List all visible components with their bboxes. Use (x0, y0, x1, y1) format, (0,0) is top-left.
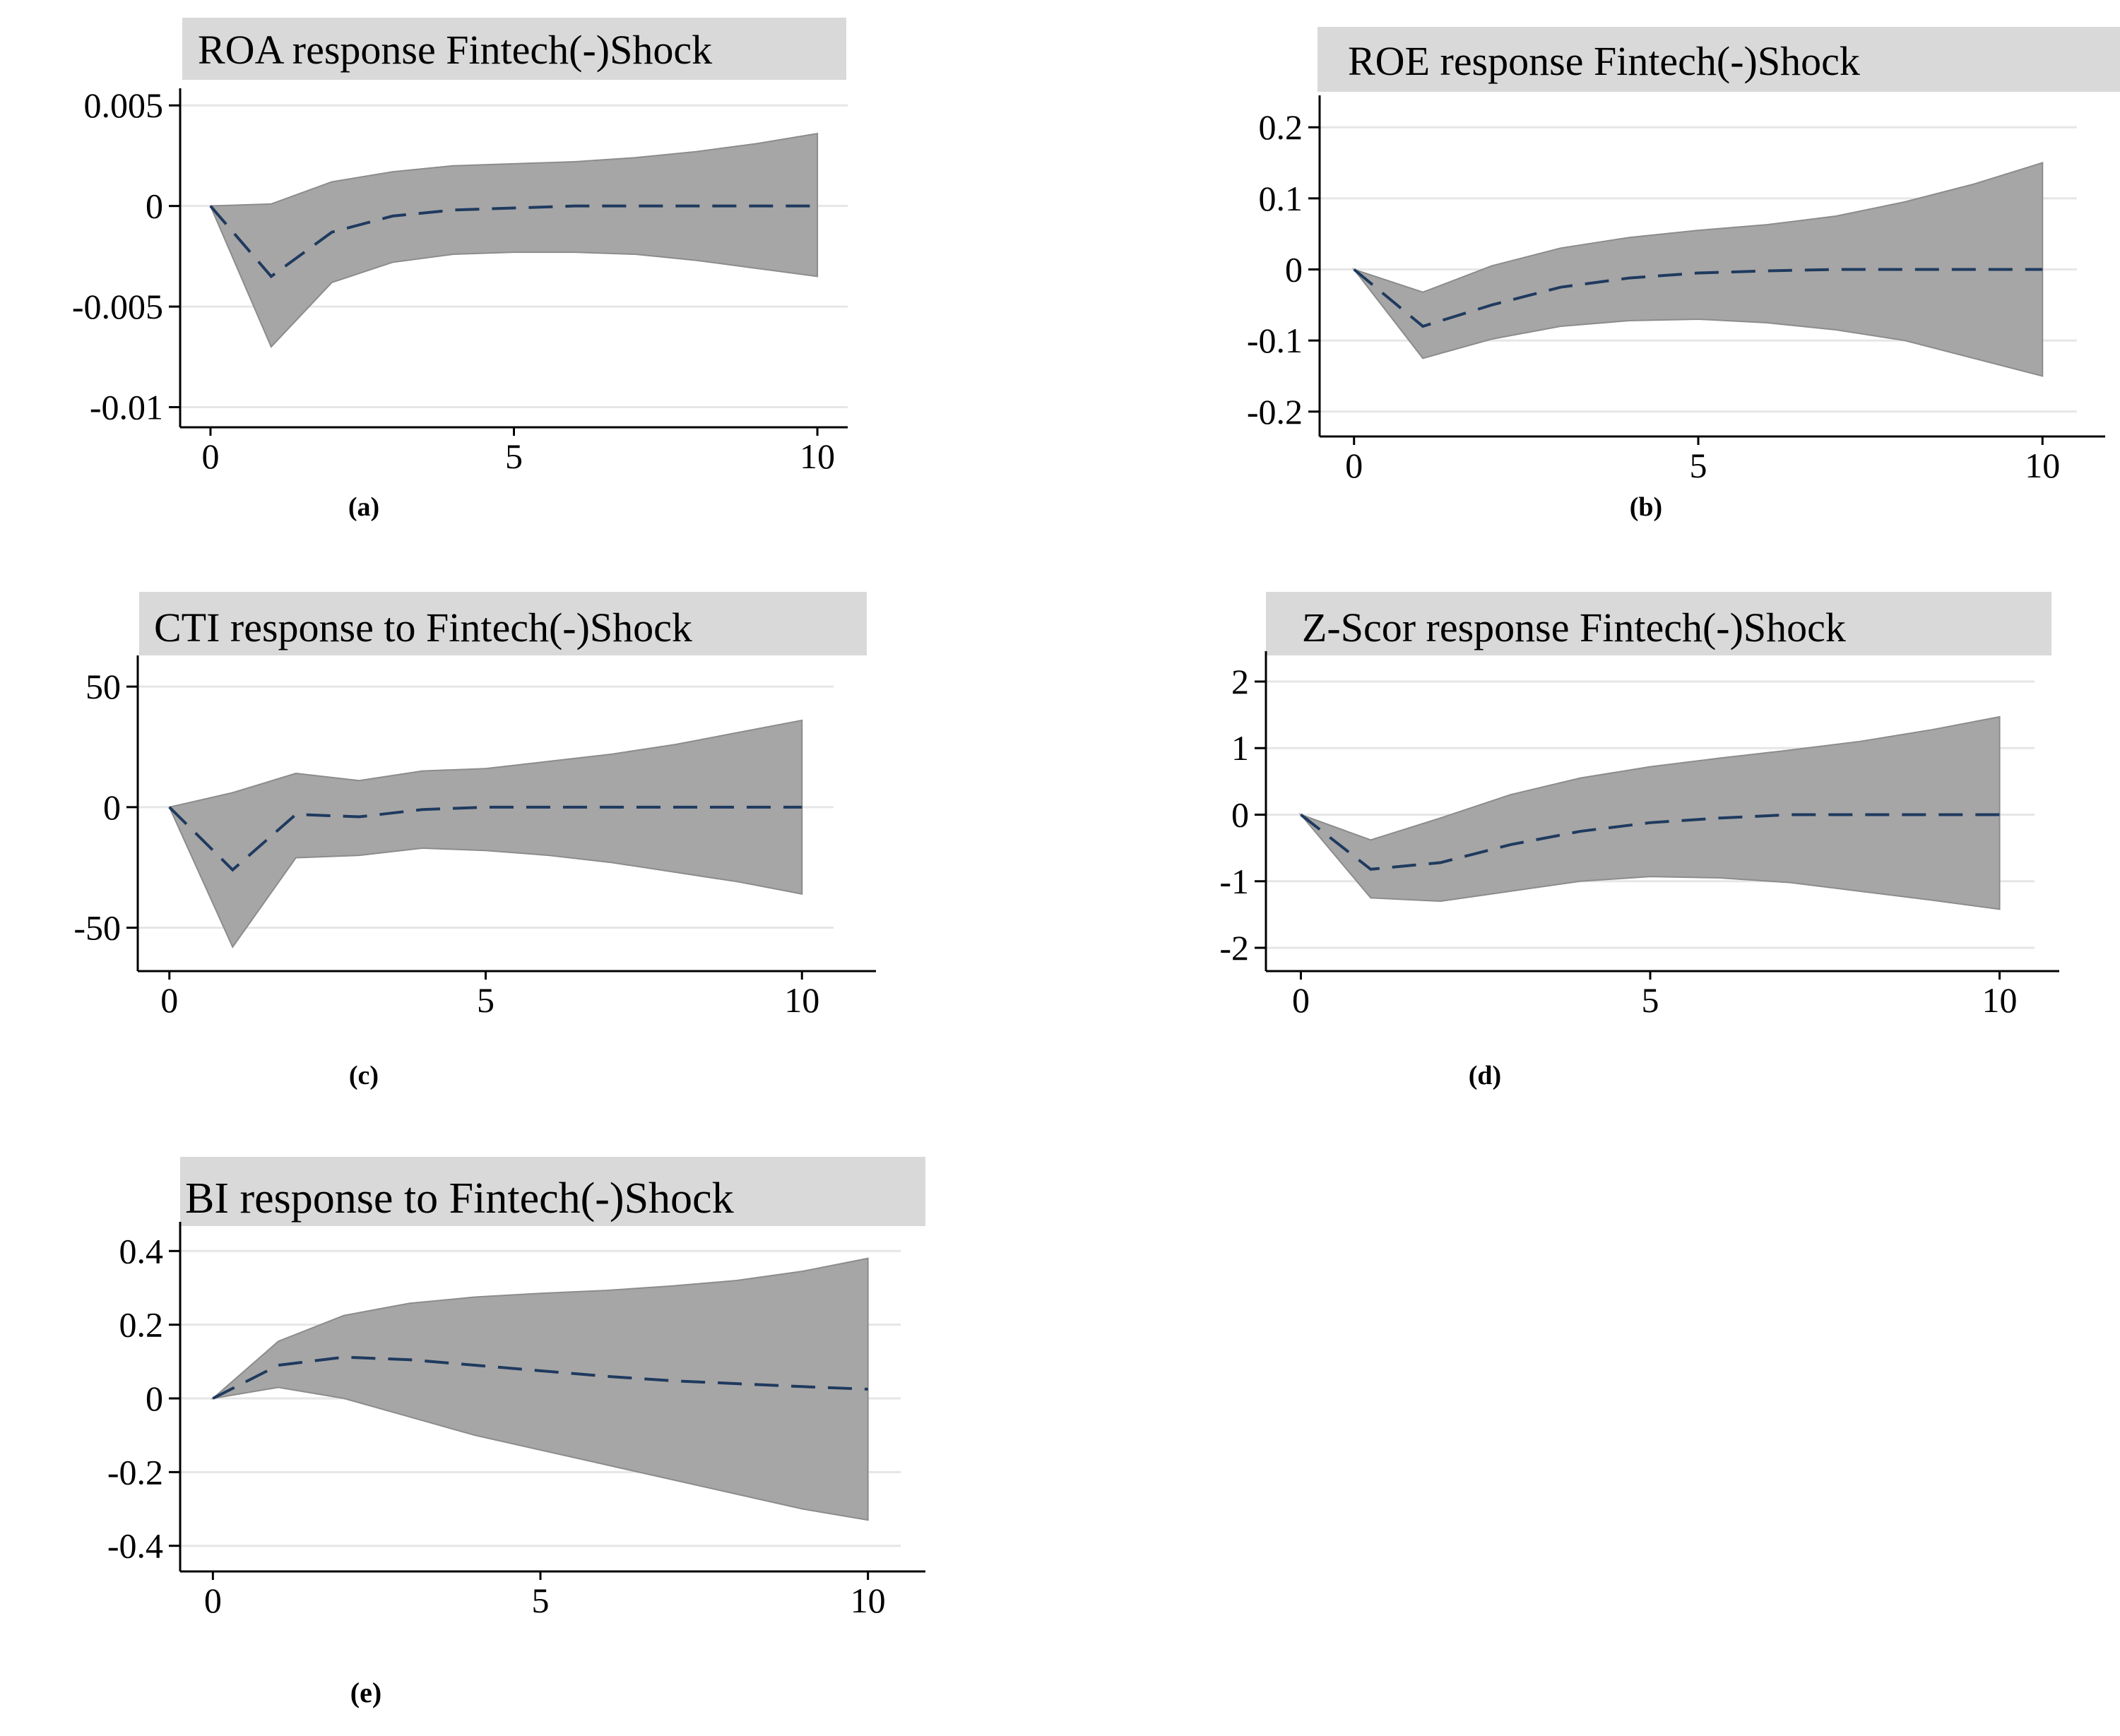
x-tick-label: 0 (204, 1581, 222, 1620)
title-box (182, 18, 846, 80)
irf-line (168, 805, 803, 872)
chart-e: BI response to Fintech(-)Shock 0.4 0.2 0 -0… (107, 1157, 925, 1708)
x-tick-label: 10 (851, 1581, 886, 1620)
y-tick-label: 1 (1231, 728, 1249, 768)
y-tick-label: -2 (1219, 928, 1249, 968)
y-tick-label: 0 (146, 1379, 163, 1418)
y-tick-label: -0.2 (107, 1452, 163, 1492)
panel-c: CTI response to Fintech(-)Shock 50 0 -50 0 5… (0, 579, 918, 1116)
x-tick-label: 10 (784, 980, 819, 1020)
chart-title: ROE response Fintech(-)Shock (1348, 38, 1860, 84)
irf-line (212, 1355, 868, 1400)
panel-d: Z-Scor response Fintech(-)Shock 2 1 0 -1 -2 0… (1102, 579, 2120, 1116)
chart-d: Z-Scor response Fintech(-)Shock 210-1-20… (1219, 592, 2059, 1090)
title-box (139, 592, 867, 655)
y-tick-label: 0.1 (1259, 179, 1303, 218)
y-tick-label: 0.2 (119, 1305, 164, 1345)
panel-label: (b) (1630, 492, 1662, 522)
confidence-band (168, 719, 803, 949)
x-tick-label: 10 (800, 436, 835, 476)
x-tick-label: 5 (505, 436, 523, 476)
y-tick-label: -0.01 (90, 388, 163, 427)
y-tick-label: 0.2 (1259, 107, 1303, 147)
chart-b: ROE response Fintech(-)Shock 0.2 0.1 0 -0.1… (1247, 27, 2120, 522)
x-tick-label: 10 (1982, 980, 2018, 1020)
x-tick-label: 0 (1292, 980, 1310, 1020)
panel-label: (e) (350, 1677, 381, 1708)
confidence-band (1298, 715, 2001, 910)
y-tick-label: 0.005 (84, 85, 164, 125)
chart-title: ROA response Fintech(-)Shock (198, 27, 712, 73)
panel-label: (c) (349, 1061, 379, 1090)
y-tick-label: 0 (1285, 250, 1303, 290)
confidence-band (211, 1257, 869, 1521)
confidence-band (209, 132, 819, 348)
panel-e: BI response to Fintech(-)Shock 0.4 0.2 0 -0… (0, 1130, 989, 1732)
panel-b: ROE response Fintech(-)Shock 0.2 0.1 0 -0.1… (1102, 0, 2120, 551)
title-box (180, 1157, 925, 1226)
panel-a: ROA response Fintech(-)Shock 0.005 0 -0.00… (0, 0, 918, 551)
y-tick-label: -0.005 (72, 287, 163, 326)
x-tick-label: 5 (1690, 446, 1707, 485)
panel-label: (a) (348, 492, 379, 522)
chart-a: ROA response Fintech(-)Shock 0.005 0 -0.00… (72, 18, 848, 522)
title-box (1266, 592, 2051, 655)
x-tick-label: 0 (1345, 446, 1363, 485)
x-tick-label: 5 (532, 1581, 550, 1620)
x-tick-label: 0 (160, 980, 178, 1020)
chart-c: CTI response to Fintech(-)Shock 50 0 -50 0 5… (73, 592, 876, 1090)
chart-title: Z-Scor response Fintech(-)Shock (1302, 605, 1846, 650)
y-tick-label: 2 (1231, 662, 1249, 701)
irf-line (209, 204, 818, 279)
y-tick-label: -0.2 (1247, 392, 1303, 432)
y-tick-label: 0.4 (119, 1231, 164, 1271)
x-tick-label: 5 (477, 980, 495, 1020)
x-tick-label: 10 (2025, 446, 2060, 485)
irf-line (1353, 268, 2043, 328)
y-tick-label: -50 (73, 908, 121, 948)
y-tick-label: -1 (1219, 862, 1249, 901)
chart-title: CTI response to Fintech(-)Shock (154, 605, 692, 650)
y-tick-label: -0.1 (1247, 321, 1303, 360)
x-tick-label: 0 (201, 436, 219, 476)
panel-label: (d) (1469, 1061, 1501, 1090)
y-tick-label: 0 (1231, 795, 1249, 835)
y-tick-label: 0 (103, 787, 121, 827)
title-box (1317, 27, 2120, 92)
y-tick-label: -0.4 (107, 1526, 163, 1566)
y-tick-label: 50 (85, 667, 121, 706)
x-tick-label: 5 (1642, 980, 1659, 1020)
chart-title: BI response to Fintech(-)Shock (185, 1175, 734, 1223)
irf-line (1300, 813, 2000, 871)
y-tick-label: 0 (146, 186, 163, 226)
